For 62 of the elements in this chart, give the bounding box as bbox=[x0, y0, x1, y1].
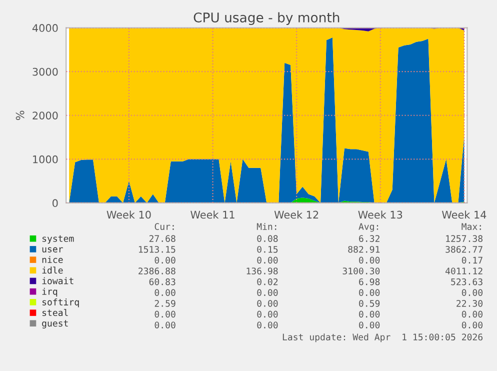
text: 0.02 bbox=[257, 278, 278, 286]
legend-label: idle bbox=[42, 266, 63, 274]
y-tick-label: 4000 bbox=[32, 24, 58, 32]
text: 0.00 bbox=[257, 322, 278, 328]
x-tick-label: Week 11 bbox=[190, 210, 234, 219]
legend-label: softirq bbox=[42, 298, 79, 308]
text: 1257.38 bbox=[446, 235, 483, 242]
text: Last update: Wed Apr 1 15:00:05 2026 bbox=[282, 333, 483, 342]
text: 0.00 bbox=[257, 310, 278, 318]
text: 882.91 bbox=[348, 246, 380, 253]
text: 0.00 bbox=[257, 289, 278, 296]
x-tick-label: Week 14 bbox=[442, 210, 486, 219]
text: 3100.30 bbox=[342, 268, 380, 274]
text: 4011.12 bbox=[445, 268, 482, 274]
text: 0.15 bbox=[257, 246, 278, 253]
text: 1513.15 bbox=[138, 246, 176, 253]
legend-label: steal bbox=[42, 309, 68, 316]
text: 2.59 bbox=[154, 300, 176, 307]
legend-label: guest bbox=[42, 320, 68, 328]
legend-label: iowait bbox=[42, 277, 74, 284]
x-tick-label: Week 12 bbox=[274, 210, 318, 219]
x-tick-label: Week 13 bbox=[358, 210, 402, 219]
text: 3862.77 bbox=[446, 246, 482, 253]
text: 0.00 bbox=[359, 289, 380, 296]
y-tick-label: 0 bbox=[52, 199, 58, 208]
text: 0.59 bbox=[359, 300, 380, 307]
x-tick-label: Week 10 bbox=[106, 210, 151, 219]
text: 6.98 bbox=[359, 278, 380, 286]
text: 0.00 bbox=[359, 256, 380, 264]
chart-title: CPU usage - by month bbox=[194, 12, 340, 26]
text: Cur: bbox=[154, 223, 174, 230]
text: 60.83 bbox=[149, 278, 176, 286]
text: 0.00 bbox=[257, 300, 278, 307]
legend-label: user bbox=[42, 247, 63, 252]
text: 6.32 bbox=[359, 235, 380, 242]
y-tick-label: 3000 bbox=[32, 68, 58, 76]
text: 0.00 bbox=[154, 310, 176, 318]
y-axis-title: % bbox=[16, 110, 24, 120]
text: 0.00 bbox=[154, 322, 176, 328]
text: 0.00 bbox=[462, 289, 482, 296]
legend-label: nice bbox=[42, 256, 63, 264]
text: 0.00 bbox=[462, 310, 482, 318]
text: 136.98 bbox=[246, 268, 278, 274]
text: 0.08 bbox=[257, 235, 278, 242]
text: Avg: bbox=[358, 223, 378, 232]
text: 0.17 bbox=[462, 256, 482, 264]
y-tick-label: 1000 bbox=[33, 155, 58, 164]
legend-label: system bbox=[42, 235, 74, 244]
text: Max: bbox=[462, 223, 481, 230]
text: 27.68 bbox=[149, 235, 176, 242]
text: 2386.88 bbox=[138, 268, 176, 274]
text: Min: bbox=[256, 223, 276, 230]
text: 0.00 bbox=[154, 289, 176, 296]
y-tick-label: 2000 bbox=[32, 112, 58, 120]
text: 523.63 bbox=[451, 278, 482, 286]
text: 0.00 bbox=[359, 310, 380, 318]
text: 0.00 bbox=[154, 256, 176, 264]
legend-label: irq bbox=[42, 288, 58, 297]
text: 0.00 bbox=[257, 256, 278, 264]
text: 0.00 bbox=[359, 322, 380, 328]
text: 22.30 bbox=[456, 300, 482, 307]
text: 0.00 bbox=[462, 322, 482, 328]
